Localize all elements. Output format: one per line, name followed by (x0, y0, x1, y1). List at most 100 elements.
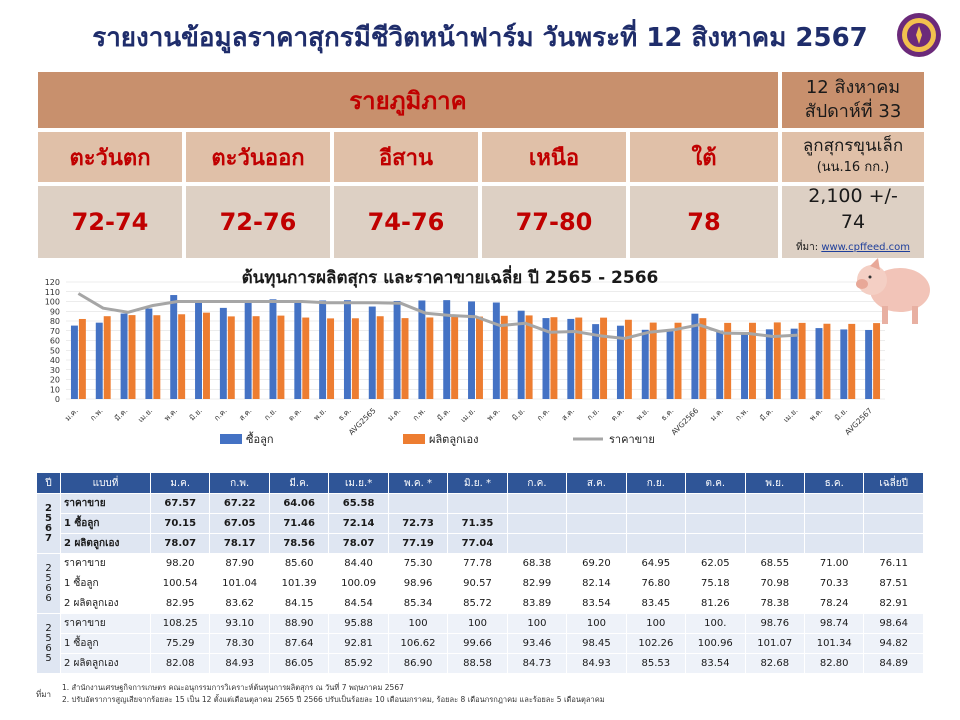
footnote-1: 1. สำนักงานเศรษฐกิจการเกษตร คณะอนุกรรมกา… (62, 683, 404, 692)
row-label: 1 ซื้อลูก (60, 513, 151, 534)
table-cell: 70.15 (149, 513, 211, 534)
bar-own-piglet (351, 318, 359, 399)
y-tick-label: 60 (50, 337, 60, 346)
table-cell: 87.64 (268, 633, 330, 654)
x-tick-label: มี.ค. (758, 406, 775, 423)
legend-swatch (403, 434, 425, 444)
table-cell: 100 (625, 613, 687, 634)
y-tick-label: 50 (50, 346, 60, 355)
x-tick-label: ม.ค. (63, 406, 80, 423)
table-cell (685, 493, 746, 514)
table-cell: 98.45 (566, 633, 627, 654)
y-tick-label: 110 (45, 288, 60, 297)
table-cell: 78.38 (744, 593, 805, 614)
table-cell: 64.06 (268, 493, 330, 514)
bar-own-piglet (525, 315, 533, 399)
table-cell: 83.54 (685, 653, 746, 674)
bar-buy-piglet (319, 300, 327, 399)
table-cell (625, 513, 687, 534)
table-cell: 85.92 (328, 653, 389, 674)
bar-own-piglet (624, 319, 632, 399)
footnotes: 1. สำนักงานเศรษฐกิจการเกษตร คณะอนุกรรมกา… (62, 682, 922, 706)
table-cell (744, 533, 805, 554)
table-header-cell: ต.ค. (685, 472, 746, 494)
bar-own-piglet (873, 323, 881, 399)
table-cell (506, 493, 568, 514)
x-tick-label: พ.ย. (634, 406, 650, 422)
piglet-label: ลูกสุกรขุนเล็ก (802, 136, 904, 156)
table-cell (863, 533, 924, 554)
table-cell: 84.40 (328, 553, 389, 574)
price-northeast: 74-76 (332, 184, 480, 260)
bar-buy-piglet (765, 329, 773, 399)
table-cell: 98.76 (744, 613, 805, 634)
table-cell (566, 533, 627, 554)
x-tick-label: ก.ค. (535, 406, 551, 422)
x-tick-label: ต.ค. (609, 406, 626, 423)
source-label: ที่มา: (795, 242, 819, 253)
table-cell: 85.34 (387, 593, 449, 614)
table-cell: 62.05 (685, 553, 746, 574)
piglet-price-cell: 2,100 +/- 74 ที่มา: www.cpffeed.com (780, 184, 926, 260)
table-cell: 84.93 (566, 653, 627, 674)
x-tick-label: ก.พ. (733, 406, 749, 422)
table-cell: 93.46 (506, 633, 568, 654)
bar-buy-piglet (542, 318, 550, 399)
table-cell: 98.74 (803, 613, 865, 634)
table-cell: 98.64 (863, 613, 924, 634)
bar-buy-piglet (641, 329, 649, 399)
x-tick-label: เม.ย. (781, 406, 799, 424)
bar-own-piglet (203, 312, 210, 399)
table-cell: 94.82 (863, 633, 924, 654)
bar-buy-piglet (120, 313, 128, 399)
table-row: 2 ผลิตลูกเอง 82.08 84.93 86.05 85.92 86.90 88.… (37, 653, 924, 674)
row-label: ราคาขาย (60, 613, 151, 634)
row-label: 1 ซื้อลูก (60, 573, 151, 594)
table-cell: 101.04 (209, 573, 270, 594)
x-tick-label: ธ.ค. (336, 406, 353, 423)
table-cell: 82.99 (506, 573, 568, 594)
table-cell: 78.30 (209, 633, 270, 654)
table-cell: 100 (566, 613, 627, 634)
table-cell: 77.19 (387, 533, 449, 554)
table-cell: 67.05 (209, 513, 270, 534)
bar-buy-piglet (517, 310, 525, 399)
table-cell: 90.57 (447, 573, 508, 594)
table-cell: 100.96 (685, 633, 746, 654)
y-tick-label: 90 (50, 307, 60, 316)
table-cell (685, 533, 746, 554)
y-tick-label: 40 (50, 356, 60, 365)
region-west: ตะวันตก (36, 130, 184, 184)
bar-buy-piglet (418, 300, 426, 399)
table-cell: 99.66 (447, 633, 508, 654)
table-cell: 100.09 (328, 573, 389, 594)
table-cell (685, 513, 746, 534)
bar-buy-piglet (269, 299, 277, 399)
x-tick-label: พ.ค. (162, 406, 179, 423)
legend-label: ซื้อลูก (246, 431, 273, 446)
source-link[interactable]: www.cpffeed.com (821, 242, 911, 253)
row-label: 1 ซื้อลูก (60, 633, 151, 654)
bar-buy-piglet (244, 303, 252, 399)
table-cell: 100.54 (149, 573, 211, 594)
table-header-cell: ปี (36, 472, 61, 494)
price-east: 72-76 (184, 184, 332, 260)
table-cell: 85.60 (268, 553, 330, 574)
table-cell: 77.04 (447, 533, 508, 554)
table-cell: 101.39 (268, 573, 330, 594)
table-cell (803, 533, 865, 554)
table-cell: 87.51 (863, 573, 924, 594)
table-cell: 98.96 (387, 573, 449, 594)
row-label: 2 ผลิตลูกเอง (60, 533, 151, 554)
table-cell (566, 513, 627, 534)
bar-own-piglet (848, 323, 856, 399)
date-week-cell: 12 สิงหาคม สัปดาห์ที่ 33 (780, 70, 926, 130)
table-cell: 82.08 (149, 653, 211, 674)
table-cell: 95.88 (328, 613, 389, 634)
table-cell: 87.90 (209, 553, 270, 574)
source-note: ที่มา: www.cpffeed.com (796, 235, 910, 261)
bar-buy-piglet (443, 300, 451, 399)
region-north: เหนือ (480, 130, 628, 184)
bar-buy-piglet (393, 300, 401, 399)
y-tick-label: 100 (45, 298, 60, 307)
